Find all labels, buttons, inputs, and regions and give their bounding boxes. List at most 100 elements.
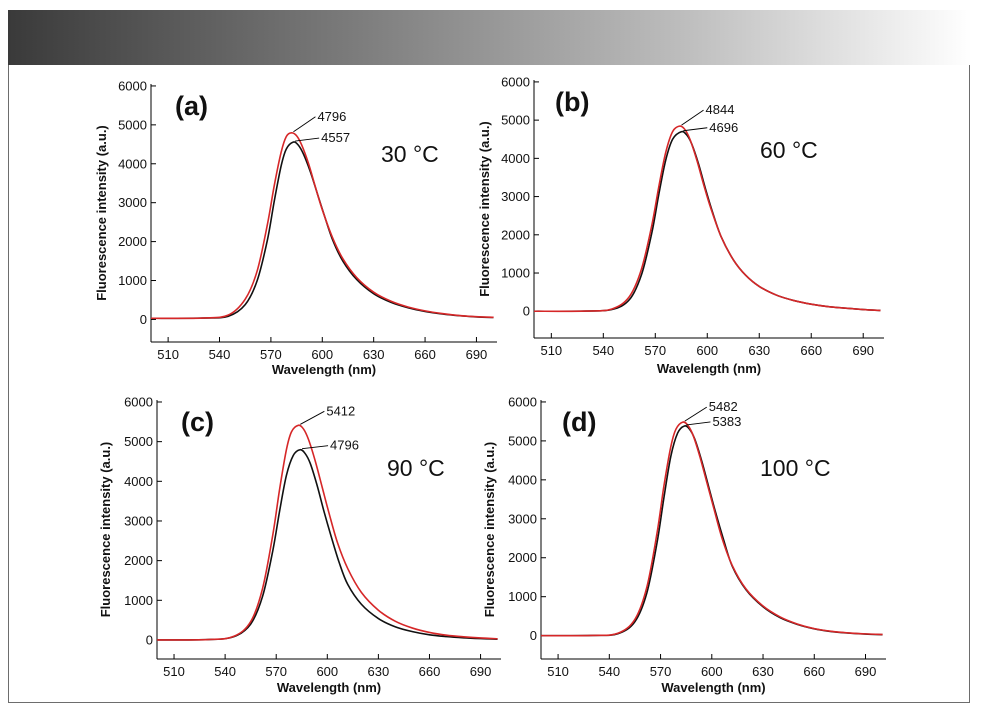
peak-leader-line <box>293 116 316 133</box>
x-tick-label: 540 <box>592 343 614 358</box>
x-tick-label: 600 <box>311 347 333 362</box>
chart-panel-b: 0 1000 2000 3000 4000 5000 6000 510 540 570 600 630… <box>477 74 884 376</box>
y-tick-label: 2000 <box>124 553 153 568</box>
peak-leader-line <box>681 109 704 126</box>
x-tick-label: 600 <box>696 343 718 358</box>
panel-label: (b) <box>555 87 589 117</box>
x-axis-label: Wavelength (nm) <box>277 680 381 695</box>
y-tick-label: 2000 <box>118 234 147 249</box>
y-axis-label: Fluorescence intensity (a.u.) <box>482 442 497 618</box>
x-tick-label: 570 <box>650 664 672 679</box>
y-tick-label: 5000 <box>118 117 147 132</box>
peak-value-label: 4557 <box>321 130 350 145</box>
x-tick-label: 660 <box>419 664 441 679</box>
series-line-black <box>533 130 881 313</box>
y-tick-label: 6000 <box>118 78 147 93</box>
x-tick-label: 690 <box>855 664 877 679</box>
peak-leader-line <box>295 137 320 142</box>
series-line-red <box>533 125 881 313</box>
x-tick-label: 510 <box>540 343 562 358</box>
chart-panel-a: 0 1000 2000 3000 4000 5000 6000 510 540 570 600 630… <box>94 78 497 377</box>
peak-leader-line <box>301 445 329 450</box>
peak-value-label: 4796 <box>330 438 359 453</box>
x-tick-label: 630 <box>363 347 385 362</box>
temperature-label: 60 °C <box>760 137 818 163</box>
peak-leader-line <box>683 127 708 132</box>
series-line-black <box>150 141 494 320</box>
y-tick-label: 4000 <box>501 151 530 166</box>
x-tick-label: 510 <box>157 347 179 362</box>
peak-leader-line <box>686 421 711 426</box>
y-tick-label: 1000 <box>508 589 537 604</box>
temperature-label: 90 °C <box>387 455 445 481</box>
y-tick-label: 4000 <box>508 472 537 487</box>
y-tick-label: 4000 <box>124 474 153 489</box>
x-tick-label: 510 <box>547 664 569 679</box>
x-tick-label: 660 <box>803 664 825 679</box>
temperature-label: 30 °C <box>381 141 439 167</box>
x-axis-label: Wavelength (nm) <box>661 680 765 695</box>
y-tick-label: 3000 <box>501 189 530 204</box>
peak-value-label: 4696 <box>709 120 738 135</box>
y-axis-label: Fluorescence intensity (a.u.) <box>477 121 492 297</box>
y-tick-label: 3000 <box>118 195 147 210</box>
x-tick-label: 570 <box>644 343 666 358</box>
series-line-black <box>156 448 498 641</box>
x-tick-label: 690 <box>466 347 488 362</box>
x-tick-label: 690 <box>470 664 492 679</box>
x-axis-label: Wavelength (nm) <box>272 362 376 377</box>
header-banner <box>8 10 972 65</box>
figure-frame <box>8 65 970 703</box>
x-tick-label: 660 <box>800 343 822 358</box>
y-tick-label: 6000 <box>124 394 153 409</box>
series-line-red <box>156 424 498 641</box>
y-tick-label: 3000 <box>508 511 537 526</box>
peak-leader-line <box>300 410 325 425</box>
y-tick-label: 0 <box>146 632 153 647</box>
y-tick-label: 6000 <box>508 394 537 409</box>
x-tick-label: 540 <box>598 664 620 679</box>
series-line-red <box>150 131 494 320</box>
y-tick-label: 5000 <box>508 433 537 448</box>
x-tick-label: 570 <box>265 664 287 679</box>
x-tick-label: 510 <box>163 664 185 679</box>
series-line-red <box>540 421 883 637</box>
x-tick-label: 690 <box>852 343 874 358</box>
y-tick-label: 0 <box>530 628 537 643</box>
y-tick-label: 5000 <box>501 113 530 128</box>
y-tick-label: 3000 <box>124 513 153 528</box>
y-tick-label: 2000 <box>508 550 537 565</box>
x-tick-label: 540 <box>209 347 231 362</box>
y-tick-label: 1000 <box>124 593 153 608</box>
x-tick-label: 660 <box>414 347 436 362</box>
y-tick-label: 1000 <box>501 266 530 281</box>
peak-value-label: 4844 <box>706 102 735 117</box>
x-tick-label: 600 <box>701 664 723 679</box>
x-tick-label: 630 <box>368 664 390 679</box>
y-tick-label: 0 <box>140 312 147 327</box>
peak-value-label: 4796 <box>317 109 346 124</box>
x-axis-label: Wavelength (nm) <box>657 361 761 376</box>
temperature-label: 100 °C <box>760 455 831 481</box>
x-tick-label: 600 <box>316 664 338 679</box>
chart-panel-c: 0 1000 2000 3000 4000 5000 6000 510 540 570 600 630… <box>98 394 501 695</box>
y-tick-label: 1000 <box>118 273 147 288</box>
x-tick-label: 630 <box>752 664 774 679</box>
y-axis-label: Fluorescence intensity (a.u.) <box>94 125 109 301</box>
panel-label: (d) <box>562 407 596 437</box>
panel-label: (a) <box>175 91 208 121</box>
y-tick-label: 5000 <box>124 434 153 449</box>
peak-leader-line <box>684 406 707 422</box>
series-line-black <box>540 425 883 637</box>
chart-panel-d: 0 1000 2000 3000 4000 5000 6000 510 540 570 600 630… <box>482 394 886 695</box>
x-tick-label: 540 <box>214 664 236 679</box>
y-tick-label: 0 <box>523 304 530 319</box>
panel-label: (c) <box>181 407 214 437</box>
y-tick-label: 6000 <box>501 74 530 89</box>
y-tick-label: 4000 <box>118 156 147 171</box>
y-tick-label: 2000 <box>501 227 530 242</box>
x-tick-label: 570 <box>260 347 282 362</box>
peak-value-label: 5412 <box>326 403 355 418</box>
peak-value-label: 5482 <box>709 399 738 414</box>
